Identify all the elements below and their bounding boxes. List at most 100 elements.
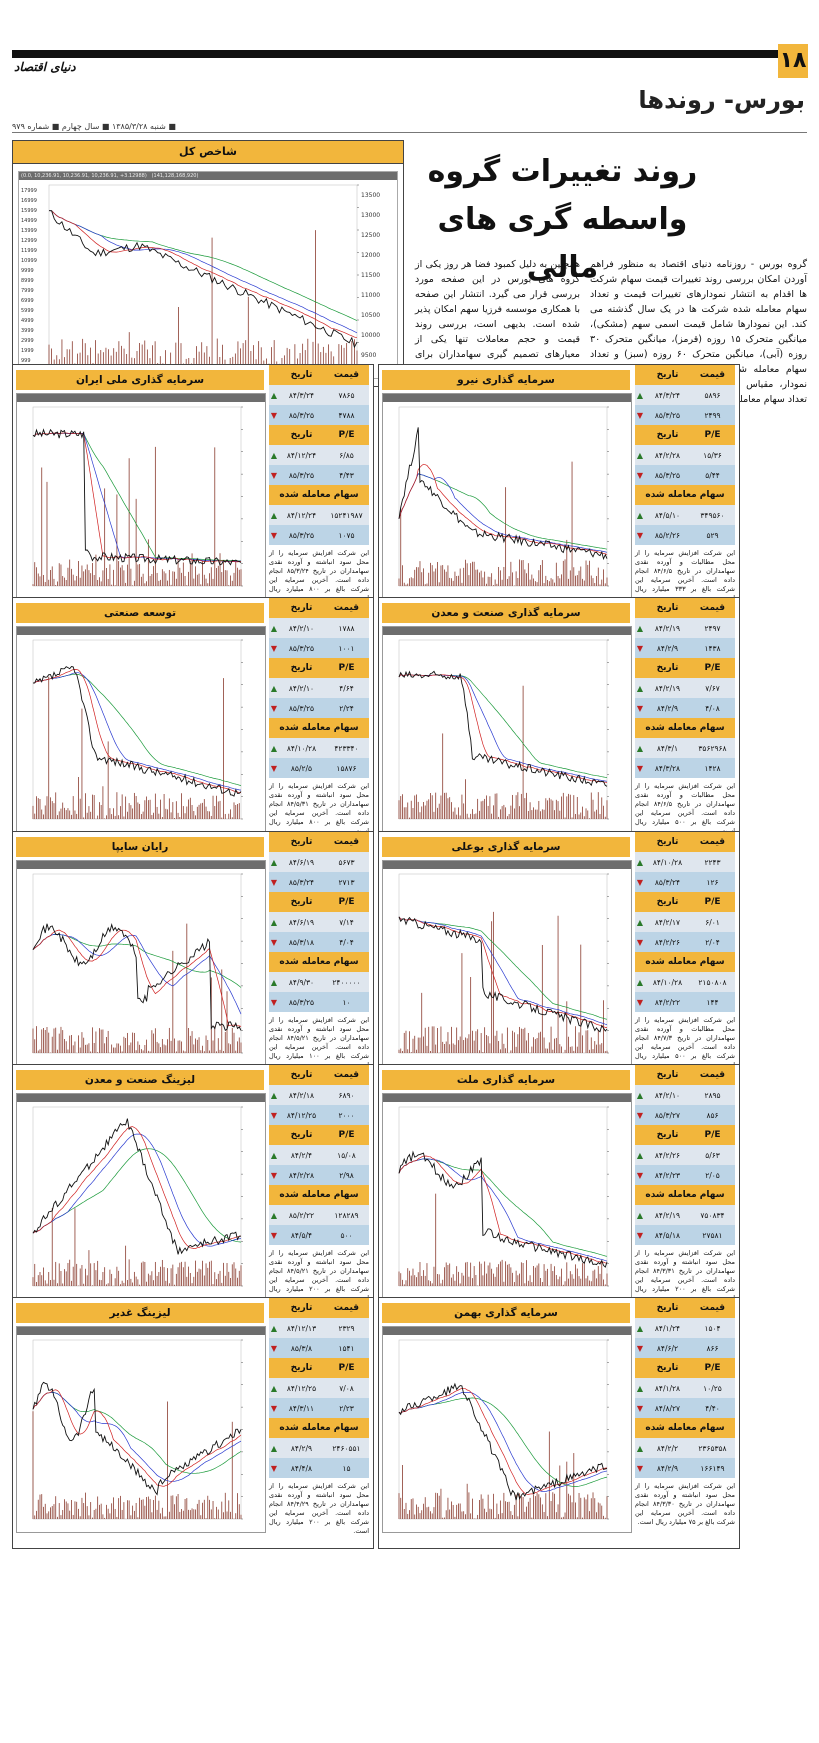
table-row: ۱۵۸۷۶ ۸۵/۲/۵ ▼: [269, 758, 369, 778]
y-tick-label: 9500: [361, 352, 376, 359]
up-arrow-icon: ▲: [270, 1090, 278, 1100]
card-title: توسعه صنعتی: [16, 603, 264, 623]
y-tick-label: 12500: [361, 232, 380, 239]
stat-value: ۱۵۰۴: [704, 1323, 721, 1333]
table-row: ۲۸۹۵ ۸۴/۲/۱۰ ▲: [635, 1085, 735, 1105]
stock-card: لیزینگ صنعت و معدن قیمت تاریخ ۶۸۹۰ ۸۴/۲/۱۸ ▲ ۲…: [12, 1064, 374, 1316]
volume-tick-label: 9999: [21, 268, 34, 274]
up-arrow-icon: ▲: [636, 450, 644, 460]
stat-date: ۸۴/۳/۱۱: [288, 1403, 315, 1413]
stat-date: ۸۴/۲/۴: [290, 1150, 313, 1160]
stat-date: ۸۵/۳/۲۵: [288, 703, 315, 713]
table-row: ۷۵۰۸۳۴ ۸۴/۲/۱۹ ▲: [635, 1205, 735, 1225]
table-row: ۴۷۸۸ ۸۵/۳/۲۵ ▼: [269, 405, 369, 425]
card-stats-table: قیمت تاریخ ۷۸۶۵ ۸۴/۳/۲۴ ▲ ۴۷۸۸ ۸۵/۳/۲۵ ▼ P/E تاری…: [269, 365, 369, 545]
down-arrow-icon: ▼: [270, 1463, 278, 1473]
stat-date: ۸۴/۲/۱۹: [654, 623, 681, 633]
plot-frame: [398, 1339, 608, 1520]
price-line: [48, 210, 358, 349]
table-header-row: P/E تاریخ: [269, 1358, 369, 1378]
table-row: ۱۶۶۱۴۹ ۸۴/۲/۹ ▼: [635, 1458, 735, 1478]
stat-value: ۴/۴۰: [705, 1403, 720, 1413]
top-rule: [12, 50, 807, 58]
stat-value: ۷۵۰۸۳۴: [700, 1210, 725, 1220]
stat-date: ۸۴/۲/۲۲: [654, 997, 681, 1007]
table-header-label: سهام معامله شده: [645, 1423, 725, 1433]
volume-tick-label: 6999: [21, 298, 34, 304]
table-row: ۵/۶۳ ۸۴/۲/۲۶ ▲: [635, 1145, 735, 1165]
card-title: لیزینگ صنعت و معدن: [16, 1070, 264, 1090]
card-chart: [16, 860, 266, 1067]
table-row: ۱۵۴۱ ۸۵/۳/۸ ▼: [269, 1338, 369, 1358]
volume-tick-label: 1999: [21, 348, 34, 354]
table-header-label: قیمت: [699, 370, 726, 380]
up-arrow-icon: ▲: [270, 450, 278, 460]
table-header-row: P/E تاریخ: [269, 1125, 369, 1145]
stat-value: ۱۵/۳۶: [703, 450, 722, 460]
card-chart-svg: [398, 873, 609, 1054]
stat-value: ۱۶۶۱۴۹: [700, 1463, 725, 1473]
card-stats-table: قیمت تاریخ ۵۶۷۳ ۸۴/۶/۱۹ ▲ ۲۷۱۳ ۸۵/۳/۲۴ ▼ P/E تاری…: [269, 832, 369, 1012]
table-header-date: تاریخ: [656, 837, 679, 847]
table-header-row: قیمت تاریخ: [269, 832, 369, 852]
stat-date: ۸۴/۲/۲۸: [288, 1170, 315, 1180]
table-row: ۱۵ ۸۴/۴/۸ ▼: [269, 1458, 369, 1478]
card-chart-legend-bar: [383, 627, 631, 635]
card-chart: [382, 860, 632, 1067]
table-row: ۱۰/۲۵ ۸۴/۱/۲۸ ▲: [635, 1378, 735, 1398]
table-header-row: سهام معامله شده: [269, 1185, 369, 1205]
table-header-row: قیمت تاریخ: [269, 1298, 369, 1318]
table-row: ۲/۲۴ ۸۵/۳/۲۵ ▼: [269, 698, 369, 718]
stat-date: ۸۴/۳/۲۸: [654, 763, 681, 773]
card-title: سرمایه گذاری نیرو: [382, 370, 630, 390]
stat-value: ۱۰۷۵: [338, 530, 355, 540]
stat-date: ۸۴/۱۲/۲۴: [286, 450, 317, 460]
card-chart-svg: [32, 873, 243, 1054]
up-arrow-icon: ▲: [270, 1443, 278, 1453]
up-arrow-icon: ▲: [636, 1383, 644, 1393]
stock-card: توسعه صنعتی قیمت تاریخ ۱۷۸۸ ۸۴/۲/۱۰ ▲ ۱۰۰۱ ۸۵/۳…: [12, 597, 374, 849]
table-header-label: قیمت: [333, 837, 360, 847]
ma30-line: [32, 1391, 242, 1482]
table-header-date: تاریخ: [290, 663, 313, 673]
stat-date: ۸۵/۳/۱۸: [288, 937, 315, 947]
table-row: ۳۵۶۲۹۶۸ ۸۴/۳/۱ ▲: [635, 738, 735, 758]
table-header-date: تاریخ: [656, 1303, 679, 1313]
stat-value: ۲۳۶۵۳۵۸: [698, 1443, 727, 1453]
up-arrow-icon: ▲: [636, 683, 644, 693]
down-arrow-icon: ▼: [270, 1170, 278, 1180]
price-line: [32, 923, 242, 1031]
down-arrow-icon: ▼: [636, 1343, 644, 1353]
stat-value: ۲۷۵۸۱: [702, 1230, 723, 1240]
down-arrow-icon: ▼: [636, 410, 644, 420]
stat-date: ۸۵/۳/۲۵: [288, 530, 315, 540]
table-header-date: تاریخ: [290, 603, 313, 613]
card-description: این شرکت افزایش سرمایه را از محل مطالبات…: [635, 1016, 735, 1069]
stat-date: ۸۴/۲/۲۳: [654, 1170, 681, 1180]
stock-card: سرمایه گذاری بهمن قیمت تاریخ ۱۵۰۴ ۸۴/۱/۲۴ ▲ ۸۶…: [378, 1297, 740, 1549]
dateline: ■ شنبه ۱۳۸۵/۳/۲۸ ■ سال چهارم ■ شماره ۹۷۹: [12, 122, 807, 133]
volume-tick-label: 999: [21, 358, 31, 364]
card-chart: [16, 393, 266, 600]
table-header-label: P/E: [704, 897, 721, 907]
stat-value: ۲۴۹۹: [704, 410, 721, 420]
stat-date: ۸۵/۳/۲۵: [654, 410, 681, 420]
card-chart-legend-bar: [383, 1327, 631, 1335]
table-header-label: سهام معامله شده: [645, 1190, 725, 1200]
table-row: ۲۱۵۰۸۰۸ ۸۴/۱۰/۲۸ ▲: [635, 972, 735, 992]
plot-frame: [398, 639, 608, 820]
table-row: ۲۰۰۰ ۸۴/۱۲/۲۵ ▼: [269, 1105, 369, 1125]
volume-tick-label: 17999: [21, 188, 37, 194]
table-header-date: تاریخ: [656, 897, 679, 907]
up-arrow-icon: ▲: [270, 683, 278, 693]
stat-value: ۲/۲۴: [339, 703, 354, 713]
card-chart: [382, 1326, 632, 1533]
table-row: ۲/۹۸ ۸۴/۲/۲۸ ▼: [269, 1165, 369, 1185]
main-index-chart: شاخص کل (0.0, 10,236.91, 10,236.91, 10,2…: [12, 140, 404, 387]
stat-date: ۸۵/۳/۲۵: [288, 470, 315, 480]
table-row: ۲۷۵۸۱ ۸۴/۵/۱۸ ▼: [635, 1225, 735, 1245]
stat-value: ۳۵۶۲۹۶۸: [698, 743, 727, 753]
down-arrow-icon: ▼: [270, 937, 278, 947]
table-header-row: سهام معامله شده: [269, 1418, 369, 1438]
stat-value: ۷۸۶۵: [338, 390, 355, 400]
